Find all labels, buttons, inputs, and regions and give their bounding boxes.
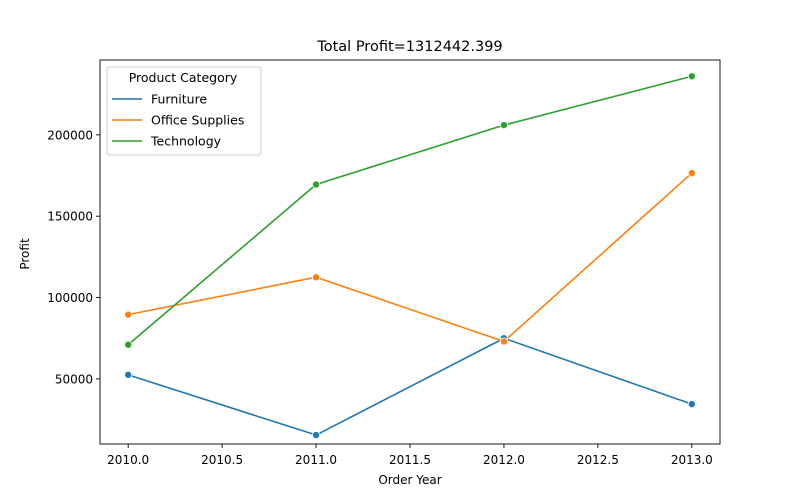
data-point-office-supplies xyxy=(124,310,133,319)
data-point-technology xyxy=(312,180,321,189)
chart-title: Total Profit=1312442.399 xyxy=(316,39,502,55)
x-axis-ticks: 2010.0 2010.5 2011.0 2011.5 2012.0 2012.5 2013… xyxy=(107,444,713,467)
x-tick-label: 2010.0 xyxy=(107,453,149,467)
x-tick-label: 2011.5 xyxy=(389,453,431,467)
series-points xyxy=(124,72,696,440)
y-axis-label: Profit xyxy=(18,238,32,270)
data-point-furniture xyxy=(312,431,321,440)
data-point-technology xyxy=(499,121,508,130)
x-tick-label: 2012.0 xyxy=(483,453,525,467)
series-line-office-supplies xyxy=(128,172,693,343)
series-line-furniture xyxy=(127,337,693,436)
data-point-office-supplies xyxy=(312,273,321,282)
legend-title: Product Category xyxy=(129,70,238,85)
series-line-technology xyxy=(127,75,693,346)
legend-label-office-supplies: Office Supplies xyxy=(151,113,244,128)
data-point-technology xyxy=(124,340,133,349)
y-tick-label: 50000 xyxy=(55,372,93,386)
series-lines xyxy=(127,75,693,436)
y-tick-label: 200000 xyxy=(47,128,93,142)
data-point-furniture xyxy=(687,400,696,409)
data-point-furniture xyxy=(124,370,133,379)
data-point-office-supplies xyxy=(499,337,508,346)
y-tick-label: 100000 xyxy=(47,291,93,305)
data-point-technology xyxy=(687,72,696,81)
legend: Product Category Furniture Office Supplie… xyxy=(106,66,262,156)
legend-entries: Furniture Office Supplies Technology xyxy=(112,92,244,149)
legend-box xyxy=(106,66,262,156)
x-axis-label: Order Year xyxy=(378,473,441,487)
x-tick-label: 2012.5 xyxy=(577,453,619,467)
y-axis-ticks: 50000 100000 150000 200000 xyxy=(47,128,100,386)
x-tick-label: 2010.5 xyxy=(201,453,243,467)
data-point-office-supplies xyxy=(687,169,696,178)
legend-label-furniture: Furniture xyxy=(151,92,207,107)
y-tick-label: 150000 xyxy=(47,210,93,224)
x-tick-label: 2011.0 xyxy=(295,453,337,467)
x-tick-label: 2013.0 xyxy=(671,453,713,467)
legend-label-technology: Technology xyxy=(150,134,222,149)
